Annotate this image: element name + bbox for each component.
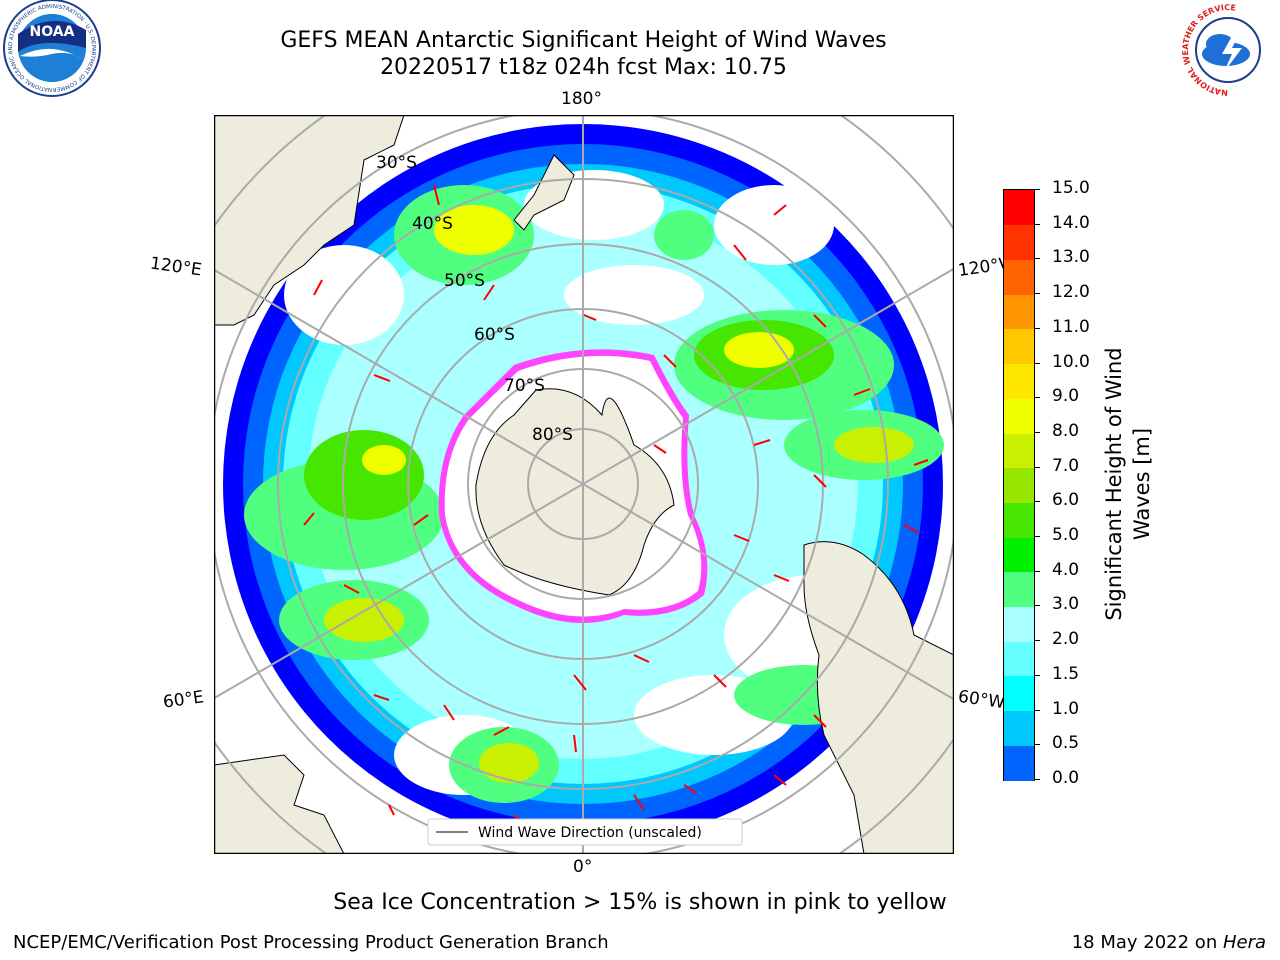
colorbar-tick-label: 1.5	[1052, 663, 1080, 684]
colorbar-segment	[1004, 502, 1034, 538]
colorbar-segment	[1004, 190, 1034, 226]
map-frame	[214, 115, 954, 854]
colorbar-tick-label: 9.0	[1052, 386, 1080, 407]
south-america	[803, 541, 954, 854]
colorbar-segment	[1004, 710, 1034, 746]
colorbar-tick-label: 0.0	[1052, 768, 1080, 788]
lat-label-70s: 70°S	[504, 376, 545, 396]
colorbar-segment	[1004, 571, 1034, 608]
colorbar-segment	[1004, 675, 1034, 712]
lon-label-60w: 60°W	[956, 686, 1007, 714]
wind-wave-arrows	[303, 184, 929, 828]
colorbar-segment	[1004, 259, 1034, 295]
colorbar-segment	[1004, 224, 1034, 260]
colorbar-tick-label: 6.0	[1052, 490, 1080, 511]
colorbar-tick-label: 8.0	[1052, 420, 1080, 441]
latitude-labels: 30°S 40°S 50°S 60°S 70°S 80°S	[376, 153, 573, 445]
colorbar-tick-mark	[1034, 362, 1040, 364]
nws-logo: NATIONAL WEATHER SERVICE	[1180, 2, 1276, 98]
footer-date: 18 May 2022 on	[1071, 932, 1223, 953]
antarctica	[438, 349, 708, 623]
lat-label-30s: 30°S	[376, 153, 417, 173]
colorbar-tick-label: 12.0	[1052, 282, 1090, 303]
noaa-logo: NATIONAL OCEANIC AND ATMOSPHERIC ADMINIS…	[0, 0, 101, 97]
colorbar-tick-mark	[1034, 223, 1040, 225]
colorbar-label: Significant Height of Wind Waves [m]	[1102, 347, 1154, 621]
continents	[214, 115, 954, 854]
colorbar-tick-mark	[1034, 674, 1040, 676]
colorbar-tick-mark	[1034, 605, 1040, 607]
colorbar-tick-label: 1.0	[1052, 698, 1080, 719]
lat-label-60s: 60°S	[474, 325, 515, 345]
noaa-logo-text: NOAA	[30, 24, 75, 40]
colorbar-tick-mark	[1034, 327, 1040, 329]
africa	[214, 754, 345, 854]
colorbar-segment	[1004, 294, 1034, 330]
footer-left: NCEP/EMC/Verification Post Processing Pr…	[13, 932, 609, 953]
colorbar-tick-mark	[1034, 501, 1040, 503]
colorbar-tick-mark	[1034, 293, 1040, 295]
lat-label-50s: 50°S	[444, 271, 485, 291]
colorbar-segment	[1004, 537, 1034, 573]
colorbar-tick-label: 11.0	[1052, 316, 1090, 337]
polar-map: Wind Wave Direction (unscaled) 30°S 40°S…	[214, 115, 954, 854]
colorbar-tick-mark	[1034, 640, 1040, 642]
colorbar-tick-label: 14.0	[1052, 212, 1090, 233]
colorbar-tick-label: 4.0	[1052, 559, 1080, 580]
colorbar-tick-mark	[1034, 536, 1040, 538]
lon-label-120e: 120°E	[148, 253, 203, 281]
footer-machine: Hera	[1222, 932, 1266, 953]
colorbar-tick-mark	[1034, 258, 1040, 260]
chart-subtitle: 20220517 t18z 024h fcst Max: 10.75	[380, 55, 787, 80]
colorbar-segment	[1004, 398, 1034, 434]
footer-right: 18 May 2022 on Hera	[1072, 932, 1266, 953]
colorbar-tick-mark	[1034, 431, 1040, 433]
colorbar-segment	[1004, 467, 1034, 503]
colorbar-tick-label: 13.0	[1052, 247, 1090, 268]
colorbar-tick-label: 0.5	[1052, 733, 1080, 754]
colorbar-segment	[1004, 432, 1034, 469]
colorbar-segment	[1004, 606, 1034, 642]
colorbar	[1003, 189, 1035, 781]
colorbar-tick-mark	[1034, 570, 1040, 572]
lon-label-0: 0°	[573, 857, 593, 877]
lat-label-80s: 80°S	[532, 425, 573, 445]
colorbar-tick-label: 7.0	[1052, 455, 1080, 476]
chart-title: GEFS MEAN Antarctic Significant Height o…	[280, 28, 887, 53]
colorbar-tick-label: 2.0	[1052, 629, 1080, 650]
colorbar-tick-mark	[1034, 466, 1040, 468]
colorbar-tick-mark	[1034, 397, 1040, 399]
colorbar-segment	[1004, 745, 1034, 781]
colorbar-tick-mark	[1034, 779, 1040, 780]
colorbar-tick-mark	[1034, 744, 1040, 746]
colorbar-segment	[1004, 363, 1034, 399]
colorbar-tick-label: 5.0	[1052, 525, 1080, 546]
colorbar-tick-mark	[1034, 189, 1040, 190]
lon-label-180: 180°	[561, 89, 602, 109]
colorbar-segment	[1004, 641, 1034, 677]
colorbar-tick-label: 3.0	[1052, 594, 1080, 615]
colorbar-tick-label: 10.0	[1052, 351, 1090, 372]
lat-label-40s: 40°S	[412, 214, 453, 234]
colorbar-segment	[1004, 328, 1034, 365]
arrow-legend: Wind Wave Direction (unscaled)	[427, 818, 743, 846]
colorbar-tick-label: 15.0	[1052, 178, 1090, 198]
caption: Sea Ice Concentration > 15% is shown in …	[333, 890, 947, 915]
legend-label: Wind Wave Direction (unscaled)	[478, 825, 702, 841]
lon-label-60e: 60°E	[161, 687, 206, 713]
colorbar-tick-mark	[1034, 709, 1040, 711]
australia	[214, 115, 405, 326]
